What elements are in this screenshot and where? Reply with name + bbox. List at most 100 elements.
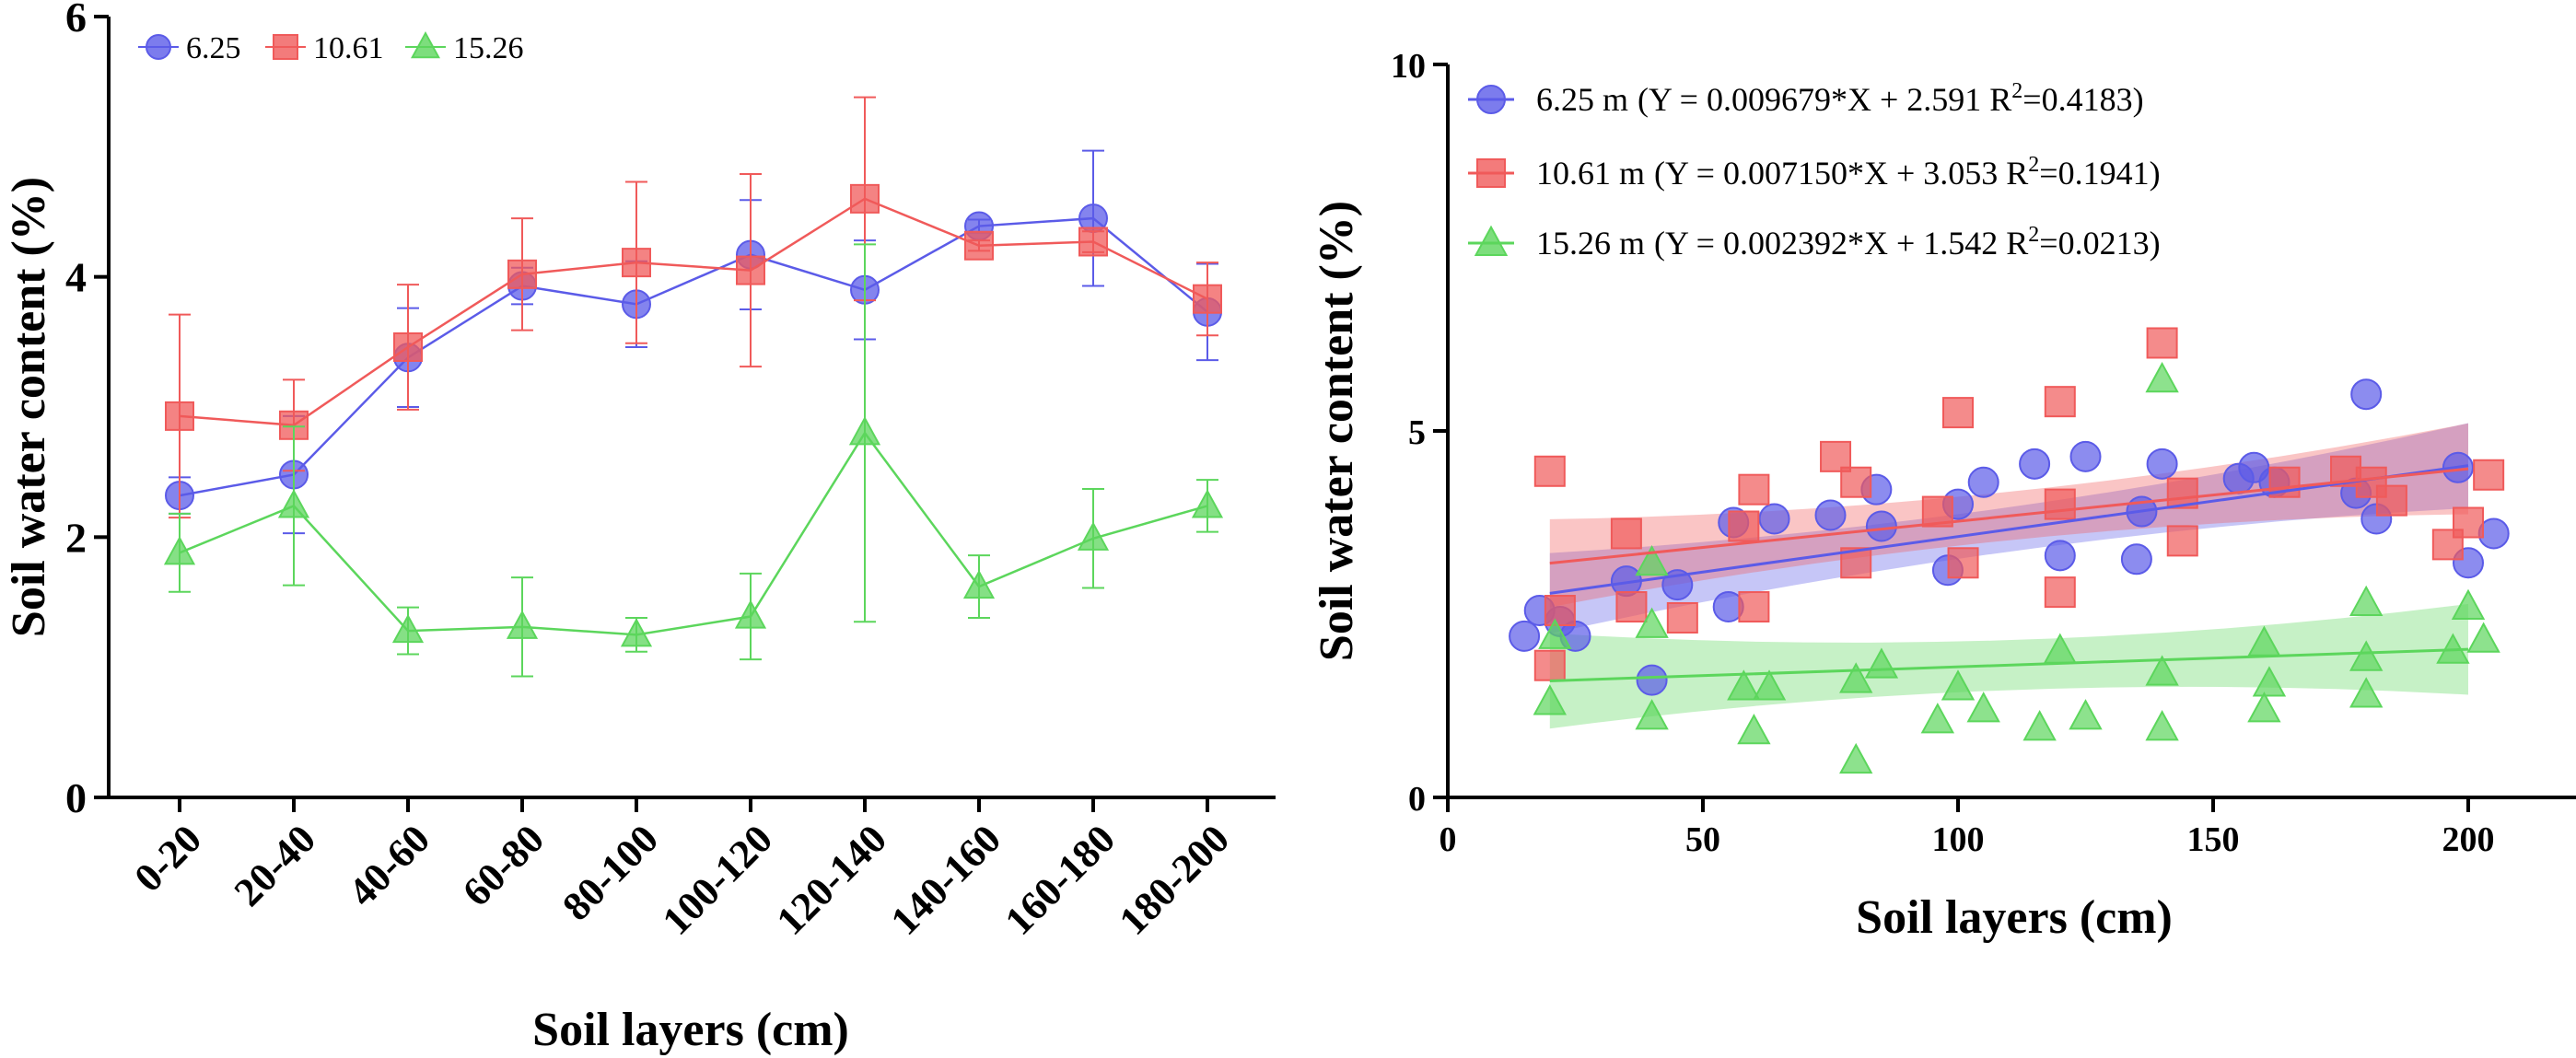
legend-series-name: 10.61 m bbox=[1536, 155, 1645, 192]
fit-line-2 bbox=[1549, 647, 2469, 682]
right-legend: 6.25 m (Y = 0.009679*X + 2.591 R2=0.4183)… bbox=[1468, 79, 2161, 262]
left-series-2 bbox=[163, 243, 1224, 678]
legend-marker-1 bbox=[1476, 158, 1506, 188]
right-x-tick-label: 200 bbox=[2442, 820, 2495, 859]
series-line bbox=[179, 216, 1208, 497]
scatter-point bbox=[2044, 488, 2076, 520]
scatter-point bbox=[1840, 466, 1872, 498]
legend-marker-0 bbox=[1476, 85, 1506, 114]
scatter-point bbox=[1738, 591, 1770, 623]
left-x-tick-label: 180-200 bbox=[1111, 816, 1238, 943]
left-x-tick-label: 160-180 bbox=[997, 816, 1124, 943]
legend-equation: (Y = 0.007150*X + 3.053 R bbox=[1654, 155, 2028, 192]
scatter-point bbox=[1610, 517, 1642, 550]
scatter-point bbox=[2453, 506, 2484, 539]
series-line bbox=[179, 431, 1208, 636]
left-series bbox=[163, 96, 1224, 678]
right-series-2 bbox=[1533, 361, 2500, 774]
data-point bbox=[1191, 489, 1224, 518]
data-point bbox=[506, 610, 539, 639]
legend-equation: (Y = 0.002392*X + 1.542 R bbox=[1654, 225, 2028, 262]
right-fit-lines bbox=[1549, 464, 2469, 682]
data-point bbox=[279, 410, 309, 440]
data-point bbox=[622, 248, 651, 278]
scatter-point bbox=[2146, 327, 2178, 359]
scatter-point bbox=[2069, 440, 2102, 472]
data-point bbox=[964, 230, 994, 261]
scatter-point bbox=[2120, 543, 2152, 576]
scatter-point bbox=[1635, 699, 1669, 730]
scatter-point bbox=[1533, 684, 1567, 715]
scatter-point bbox=[2145, 655, 2179, 686]
data-point bbox=[1193, 284, 1222, 314]
left-x-tick-label: 20-40 bbox=[226, 816, 324, 914]
left-x-ticks: 0-20 20-40 40-60 60-80 80-100100-120120-1401… bbox=[125, 797, 1238, 944]
scatter-point bbox=[1967, 466, 1999, 498]
scatter-point bbox=[1941, 669, 1976, 701]
scatter-point bbox=[2145, 361, 2179, 393]
legend-label-1: 10.61 m (Y = 0.007150*X + 3.053 R2=0.1941… bbox=[1536, 153, 2161, 192]
left-series-0 bbox=[165, 149, 1222, 535]
scatter-point bbox=[1533, 455, 1566, 487]
data-point bbox=[736, 255, 765, 285]
right-y-tick-label: 0 bbox=[1408, 780, 1426, 819]
left-y-tick-label: 6 bbox=[65, 0, 87, 41]
scatter-point bbox=[1839, 662, 1873, 693]
series-line bbox=[179, 197, 1208, 427]
right-y-tick-label: 5 bbox=[1408, 413, 1426, 452]
legend-equation: (Y = 0.009679*X + 2.591 R bbox=[1638, 81, 2011, 118]
legend-label-0: 6.25 bbox=[186, 31, 241, 65]
scatter-point bbox=[1538, 618, 1572, 649]
scatter-point bbox=[1865, 510, 1897, 542]
legend-r2-value: =0.1941) bbox=[2039, 155, 2160, 192]
scatter-point bbox=[2247, 692, 2281, 723]
right-y-ticks: 0 5 10 bbox=[1391, 47, 1448, 819]
data-point bbox=[1078, 227, 1108, 257]
legend-r2-superscript: 2 bbox=[2011, 79, 2022, 103]
scatter-point bbox=[2252, 666, 2287, 697]
scatter-point bbox=[2022, 710, 2057, 741]
data-point bbox=[507, 259, 537, 289]
right-y-axis-title: Soil water content (%) bbox=[1311, 201, 1363, 661]
data-point bbox=[850, 183, 880, 214]
scatter-point bbox=[1820, 440, 1852, 472]
scatter-point bbox=[1942, 397, 1974, 429]
left-x-tick-label: 0-20 bbox=[125, 816, 210, 901]
legend-r2-value: =0.4183) bbox=[2022, 81, 2143, 118]
scatter-point bbox=[2349, 677, 2384, 708]
legend-label-1: 10.61 bbox=[313, 31, 384, 65]
scatter-point bbox=[1966, 692, 2000, 723]
scatter-point bbox=[1509, 620, 1541, 652]
scatter-point bbox=[2350, 378, 2383, 411]
left-x-tick-label: 140-160 bbox=[882, 816, 1009, 943]
data-point bbox=[620, 618, 653, 647]
left-x-tick-label: 60-80 bbox=[454, 816, 553, 914]
data-point bbox=[1077, 521, 1110, 551]
scatter-point bbox=[1752, 669, 1787, 701]
left-x-tick-label: 120-140 bbox=[768, 816, 895, 943]
scatter-point bbox=[2019, 448, 2051, 480]
scatter-point bbox=[1728, 510, 1760, 542]
scatter-point bbox=[1533, 649, 1566, 681]
legend-marker-2 bbox=[1474, 225, 1509, 256]
data-point bbox=[848, 416, 881, 446]
data-point bbox=[165, 401, 194, 431]
scatter-point bbox=[1544, 595, 1576, 627]
left-panel: 0 2 4 6 0-20 20-40 40-60 60-80 80-100100-120120… bbox=[3, 0, 1276, 1056]
scatter-point bbox=[2044, 540, 2076, 572]
left-y-tick-label: 0 bbox=[65, 774, 87, 821]
data-point bbox=[163, 536, 196, 565]
scatter-point bbox=[1839, 742, 1873, 774]
legend-r2-superscript: 2 bbox=[2028, 153, 2039, 177]
data-point bbox=[277, 489, 310, 518]
data-point bbox=[962, 569, 996, 599]
scatter-point bbox=[1727, 669, 1761, 701]
legend-series-name: 6.25 m bbox=[1536, 81, 1628, 118]
scatter-point bbox=[2146, 448, 2178, 480]
scatter-point bbox=[1636, 664, 1668, 696]
right-x-tick-label: 150 bbox=[2187, 820, 2240, 859]
scatter-point bbox=[1635, 544, 1669, 576]
scatter-point bbox=[1920, 703, 1955, 734]
legend-r2-value: =0.0213) bbox=[2039, 225, 2160, 262]
